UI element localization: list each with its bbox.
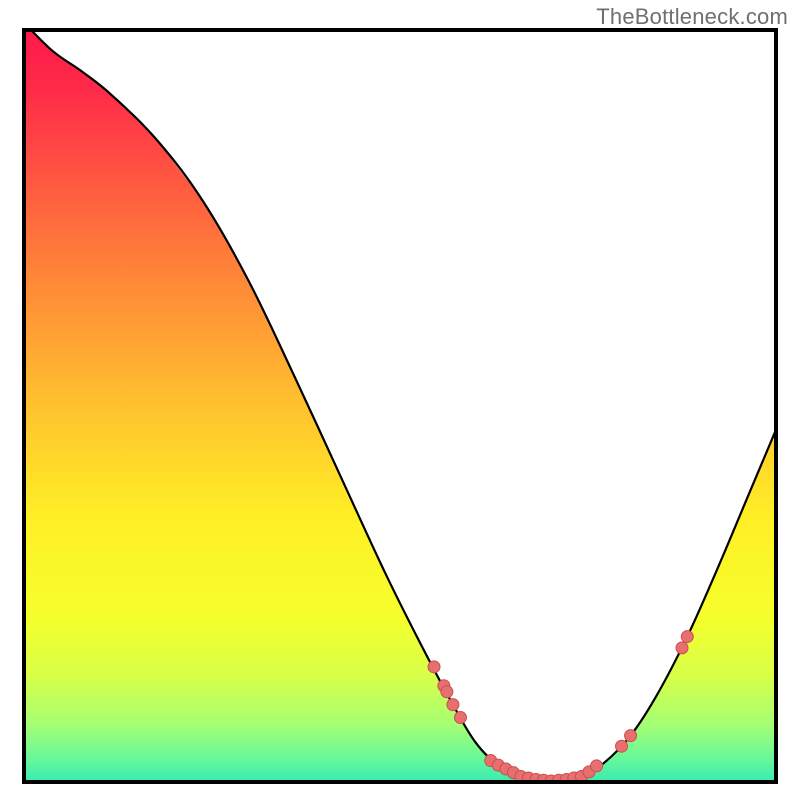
gradient-fill (22, 28, 778, 784)
chart-svg (22, 28, 778, 784)
watermark-text: TheBottleneck.com (596, 4, 788, 30)
data-marker (447, 699, 459, 711)
data-marker (616, 740, 628, 752)
data-marker (454, 711, 466, 723)
data-marker (676, 642, 688, 654)
data-marker (591, 760, 603, 772)
data-marker (428, 661, 440, 673)
root-container: TheBottleneck.com (0, 0, 800, 800)
data-marker (441, 686, 453, 698)
data-marker (681, 631, 693, 643)
plot-area (22, 28, 778, 784)
data-marker (625, 730, 637, 742)
